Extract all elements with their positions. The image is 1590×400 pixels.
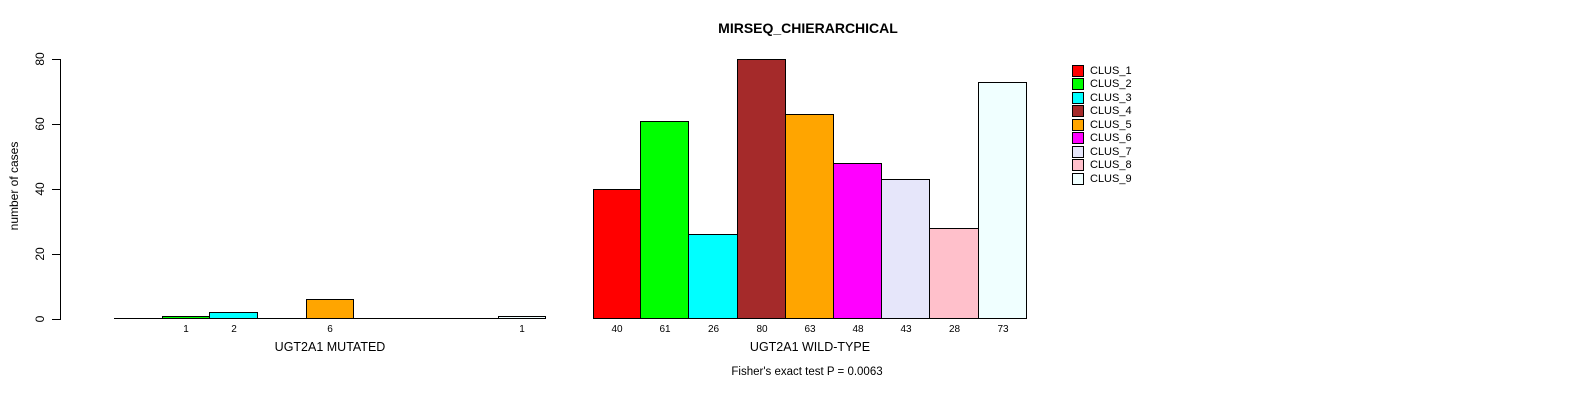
bar-clus_2 bbox=[640, 121, 689, 319]
bar-value-label: 40 bbox=[611, 324, 623, 335]
legend-swatch bbox=[1072, 145, 1084, 158]
bar-clus_5 bbox=[785, 114, 834, 319]
y-tick bbox=[52, 124, 60, 125]
legend-swatch bbox=[1072, 159, 1084, 171]
y-tick-label: 20 bbox=[33, 247, 47, 261]
bar-value-label: 61 bbox=[659, 324, 671, 335]
legend-label: CLUS_8 bbox=[1090, 159, 1132, 171]
legend-label: CLUS_1 bbox=[1090, 64, 1132, 77]
y-tick bbox=[52, 59, 60, 60]
legend-row: CLUS_3 bbox=[1072, 91, 1132, 104]
legend-row: CLUS_7 bbox=[1072, 145, 1132, 158]
bar-value-label: 80 bbox=[756, 324, 768, 335]
y-axis-line bbox=[60, 59, 61, 320]
bar-clus_6 bbox=[833, 163, 882, 319]
group-label-mutated: UGT2A1 MUTATED bbox=[274, 340, 386, 354]
bar-value-label: 26 bbox=[707, 324, 720, 335]
legend-row: CLUS_8 bbox=[1072, 159, 1132, 172]
y-tick bbox=[52, 189, 60, 190]
bar-value-label: 43 bbox=[900, 324, 912, 335]
legend-row: CLUS_2 bbox=[1072, 78, 1132, 91]
bar-clus_7 bbox=[881, 179, 930, 319]
bar-clus_4 bbox=[737, 59, 786, 319]
bar-value-label: 73 bbox=[997, 324, 1009, 335]
bar-value-label: 48 bbox=[852, 324, 864, 335]
bar-value-label: 1 bbox=[183, 324, 189, 335]
legend-row: CLUS_9 bbox=[1072, 172, 1132, 185]
legend-swatch bbox=[1072, 64, 1084, 77]
y-tick bbox=[52, 254, 60, 255]
y-axis-label: number of cases bbox=[7, 141, 21, 231]
footer-text: Fisher's exact test P = 0.0063 bbox=[731, 366, 883, 378]
group-label-wildtype: UGT2A1 WILD-TYPE bbox=[749, 340, 871, 354]
bar-value-label: 2 bbox=[231, 324, 237, 335]
y-tick-label: 60 bbox=[33, 117, 47, 131]
legend-label: CLUS_2 bbox=[1090, 78, 1132, 90]
legend-label: CLUS_3 bbox=[1090, 91, 1132, 104]
legend-swatch bbox=[1072, 132, 1084, 144]
legend-row: CLUS_6 bbox=[1072, 132, 1132, 145]
legend-label: CLUS_5 bbox=[1090, 118, 1132, 131]
y-tick-label: 80 bbox=[33, 52, 47, 66]
legend-row: CLUS_1 bbox=[1072, 64, 1132, 77]
bar-clus_3 bbox=[209, 312, 258, 319]
legend-swatch bbox=[1072, 172, 1084, 185]
bar-clus_9 bbox=[978, 82, 1027, 319]
y-tick-label: 40 bbox=[33, 182, 47, 196]
chart-title: MIRSEQ_CHIERARCHICAL bbox=[718, 20, 898, 36]
legend-label: CLUS_6 bbox=[1090, 132, 1132, 144]
legend-swatch bbox=[1072, 78, 1084, 90]
bar-clus_9 bbox=[498, 316, 546, 319]
bar-value-label: 6 bbox=[327, 324, 333, 335]
bar-value-label: 63 bbox=[804, 324, 816, 335]
bar-clus_2 bbox=[162, 316, 210, 319]
y-tick bbox=[52, 319, 60, 320]
bar-clus_1 bbox=[593, 189, 641, 319]
legend-swatch bbox=[1072, 118, 1084, 131]
legend-label: CLUS_4 bbox=[1090, 105, 1132, 117]
legend-swatch bbox=[1072, 105, 1084, 117]
bar-clus_5 bbox=[306, 299, 354, 319]
legend-swatch bbox=[1072, 91, 1084, 104]
legend-label: CLUS_7 bbox=[1090, 145, 1132, 158]
y-tick-label: 0 bbox=[33, 315, 47, 323]
bar-value-label: 28 bbox=[948, 324, 961, 335]
legend-label: CLUS_9 bbox=[1090, 172, 1132, 185]
bar-clus_3 bbox=[688, 234, 738, 319]
legend-row: CLUS_5 bbox=[1072, 118, 1132, 131]
legend-row: CLUS_4 bbox=[1072, 105, 1132, 118]
bar-clus_8 bbox=[929, 228, 979, 319]
bar-value-label: 1 bbox=[519, 324, 525, 335]
